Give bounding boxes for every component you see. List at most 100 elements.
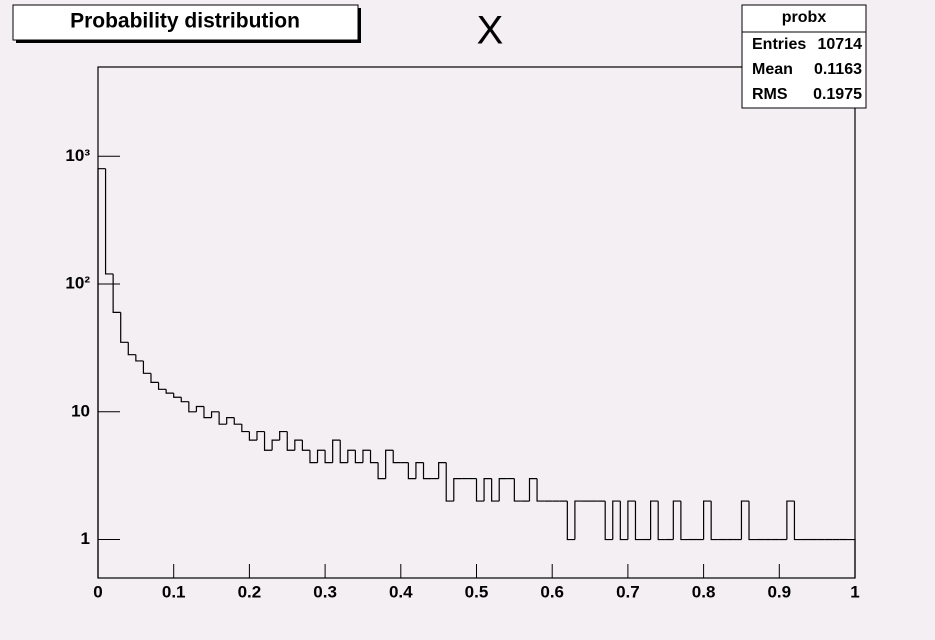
bar	[104, 168, 114, 275]
y-tick-label: 10²	[65, 274, 90, 293]
bar	[120, 312, 129, 343]
bar	[847, 538, 856, 578]
stats-frame	[741, 4, 867, 109]
bar	[377, 462, 386, 480]
x-label: X	[477, 9, 504, 53]
stats-label: Mean	[752, 61, 793, 78]
y-tick-label: 10	[71, 401, 90, 420]
x-tick-label: 0.1	[162, 582, 186, 601]
bar	[180, 397, 189, 403]
stats-value: 0.1975	[813, 86, 862, 103]
bar	[324, 450, 333, 464]
bar	[445, 462, 454, 502]
x-tick-label: 0.3	[313, 582, 337, 601]
x-tick-label: 0.2	[238, 582, 262, 601]
bar	[528, 477, 538, 502]
bar	[438, 462, 447, 479]
bar	[135, 354, 144, 362]
bar	[740, 500, 750, 540]
x-tick-label: 0.7	[616, 582, 640, 601]
stats-value: 0.1163	[814, 61, 862, 78]
bar	[142, 360, 151, 374]
bar	[210, 411, 220, 418]
y-tick-label: 10³	[65, 146, 90, 165]
bar	[226, 417, 235, 425]
bar	[286, 431, 295, 451]
bar	[354, 450, 363, 464]
bar	[97, 168, 106, 578]
bar	[127, 342, 136, 356]
bar	[203, 406, 212, 419]
bar	[218, 411, 227, 425]
bar	[248, 431, 257, 441]
bar	[173, 393, 182, 398]
bar	[612, 500, 621, 540]
bar	[680, 501, 689, 541]
bar	[475, 478, 485, 502]
bar	[483, 477, 492, 502]
bar	[415, 462, 424, 479]
bar	[316, 449, 326, 463]
bar	[513, 478, 522, 502]
bar	[332, 439, 341, 463]
bar	[112, 273, 121, 313]
stats-box: probx Entries 10714 Mean 0.1163 RMS 0.1975	[741, 4, 867, 109]
bar	[385, 449, 394, 479]
x-tick-label: 0.5	[465, 582, 489, 601]
bar	[619, 501, 628, 541]
bar	[165, 389, 174, 394]
bar	[786, 500, 795, 540]
bar	[793, 501, 803, 541]
bar	[566, 501, 575, 541]
bar	[604, 501, 613, 541]
x-tick-label: 0.4	[389, 582, 413, 601]
title-box	[12, 4, 359, 41]
bar	[309, 450, 318, 464]
bar	[301, 440, 310, 451]
bar	[407, 462, 416, 480]
bar	[491, 478, 500, 502]
x-tick-label: 0.6	[540, 582, 564, 601]
bar	[195, 405, 204, 412]
y-tick-label: 1	[81, 529, 90, 548]
bar	[188, 401, 197, 413]
stats-name: probx	[782, 9, 827, 26]
bar	[574, 500, 583, 540]
bar	[703, 500, 712, 540]
bar	[650, 500, 659, 540]
bar	[256, 430, 265, 441]
bar	[422, 462, 432, 480]
bar	[157, 382, 167, 390]
bar	[362, 449, 371, 463]
bar	[627, 500, 636, 540]
x-tick-label: 1	[850, 582, 859, 601]
stats-value: 10714	[818, 36, 863, 53]
bar	[392, 450, 401, 464]
bar	[241, 424, 250, 433]
x-tick-label: 0	[93, 582, 102, 601]
bar	[294, 439, 303, 451]
bar	[233, 417, 242, 425]
stats-label: RMS	[752, 86, 788, 103]
chart-title: Probability distribution	[70, 10, 300, 33]
bar	[347, 449, 356, 463]
bar	[453, 477, 462, 502]
x-tick-label: 0.8	[692, 582, 716, 601]
bar	[339, 440, 348, 464]
bar	[710, 501, 719, 541]
bar	[634, 501, 644, 541]
bar	[279, 430, 288, 441]
bar	[369, 450, 379, 464]
bar	[150, 373, 159, 383]
stats-label: Entries	[752, 36, 806, 53]
bar	[271, 439, 280, 451]
bar	[672, 500, 681, 540]
bar	[263, 431, 273, 451]
bar	[536, 478, 545, 502]
bar	[748, 501, 757, 541]
bar	[657, 501, 666, 541]
x-tick-label: 0.9	[767, 582, 791, 601]
bar	[498, 477, 507, 502]
